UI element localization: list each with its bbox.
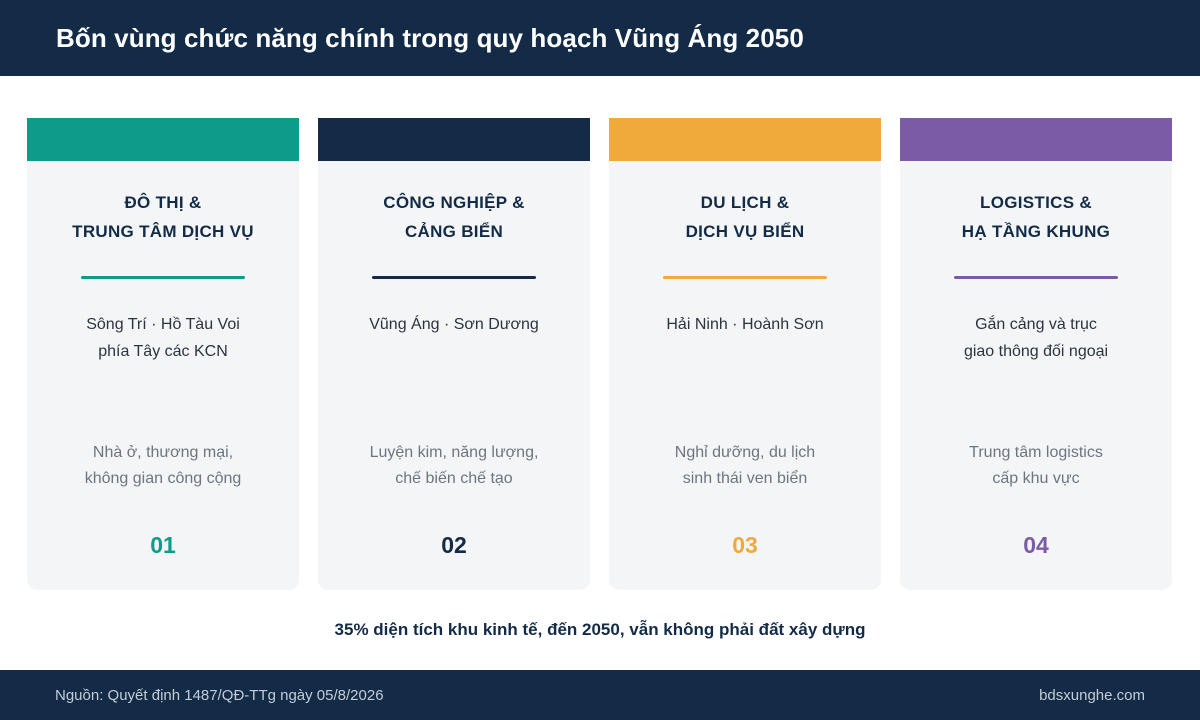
card-description-line: chế biến chế tạo	[395, 470, 513, 487]
card-location: Sông Trí · Hồ Tàu Voi phía Tây các KCN	[27, 311, 299, 365]
page-title: Bốn vùng chức năng chính trong quy hoạch…	[56, 22, 804, 53]
card-location-line: phía Tây các KCN	[98, 343, 228, 360]
card-title-line: DỊCH VỤ BIỂN	[685, 222, 805, 241]
card-location-line: Gắn cảng và trục	[975, 316, 1097, 333]
source-citation: Nguồn: Quyết định 1487/QĐ-TTg ngày 05/8/…	[55, 686, 384, 704]
zone-card-logistics: LOGISTICS & HẠ TẦNG KHUNG Gắn cảng và tr…	[900, 118, 1172, 590]
card-description-line: Nhà ở, thương mại,	[92, 444, 234, 461]
card-color-bar	[27, 118, 299, 161]
header-banner: Bốn vùng chức năng chính trong quy hoạch…	[0, 0, 1200, 76]
card-title: LOGISTICS & HẠ TẦNG KHUNG	[900, 188, 1172, 246]
card-divider	[81, 276, 245, 279]
footer-bar: Nguồn: Quyết định 1487/QĐ-TTg ngày 05/8/…	[0, 670, 1200, 720]
card-title-line: LOGISTICS &	[980, 193, 1092, 212]
zone-card-industry: CÔNG NGHIỆP & CẢNG BIỂN Vũng Áng · Sơn D…	[318, 118, 590, 590]
card-description-line: Luyện kim, năng lượng,	[369, 444, 539, 461]
card-divider	[954, 276, 1118, 279]
card-divider	[372, 276, 536, 279]
card-number: 01	[150, 532, 176, 558]
card-title: ĐÔ THỊ & TRUNG TÂM DỊCH VỤ	[27, 188, 299, 246]
card-location-line: Vũng Áng · Sơn Dương	[369, 316, 539, 333]
card-color-bar	[318, 118, 590, 161]
card-description: Nghỉ dưỡng, du lịch sinh thái ven biển	[609, 440, 881, 492]
card-title-line: HẠ TẦNG KHUNG	[961, 222, 1111, 241]
card-location-line: Sông Trí · Hồ Tàu Voi	[86, 316, 240, 333]
site-credit: bdsxunghe.com	[1039, 686, 1145, 704]
card-description-line: Trung tâm logistics	[969, 444, 1103, 461]
card-title: CÔNG NGHIỆP & CẢNG BIỂN	[318, 188, 590, 246]
card-location-line: giao thông đối ngoại	[963, 343, 1109, 360]
card-color-bar	[900, 118, 1172, 161]
card-title: DU LỊCH & DỊCH VỤ BIỂN	[609, 188, 881, 246]
card-location: Gắn cảng và trục giao thông đối ngoại	[900, 311, 1172, 365]
card-location: Vũng Áng · Sơn Dương	[318, 311, 590, 338]
card-location: Hải Ninh · Hoành Sơn	[609, 311, 881, 338]
card-color-bar	[609, 118, 881, 161]
summary-note: 35% diện tích khu kinh tế, đến 2050, vẫn…	[334, 620, 866, 639]
card-description-line: sinh thái ven biển	[682, 470, 808, 487]
zone-cards: ĐÔ THỊ & TRUNG TÂM DỊCH VỤ Sông Trí · Hồ…	[27, 118, 1173, 590]
card-location-line: Hải Ninh · Hoành Sơn	[666, 316, 824, 333]
card-description-line: Nghỉ dưỡng, du lịch	[674, 444, 816, 461]
card-number: 03	[732, 532, 758, 558]
card-number: 02	[441, 532, 467, 558]
card-title-line: CẢNG BIỂN	[404, 222, 504, 241]
card-description-line: cấp khu vực	[992, 470, 1080, 487]
card-description-line: không gian công cộng	[84, 470, 242, 487]
card-description: Nhà ở, thương mại, không gian công cộng	[27, 440, 299, 492]
card-divider	[663, 276, 827, 279]
card-title-line: ĐÔ THỊ &	[124, 193, 202, 212]
card-title-line: CÔNG NGHIỆP &	[383, 193, 525, 212]
zone-card-tourism: DU LỊCH & DỊCH VỤ BIỂN Hải Ninh · Hoành …	[609, 118, 881, 590]
card-title-line: DU LỊCH &	[700, 193, 790, 212]
card-description: Luyện kim, năng lượng, chế biến chế tạo	[318, 440, 590, 492]
card-title-line: TRUNG TÂM DỊCH VỤ	[72, 222, 254, 241]
zone-card-urban: ĐÔ THỊ & TRUNG TÂM DỊCH VỤ Sông Trí · Hồ…	[27, 118, 299, 590]
card-number: 04	[1023, 532, 1049, 558]
card-description: Trung tâm logistics cấp khu vực	[900, 440, 1172, 492]
